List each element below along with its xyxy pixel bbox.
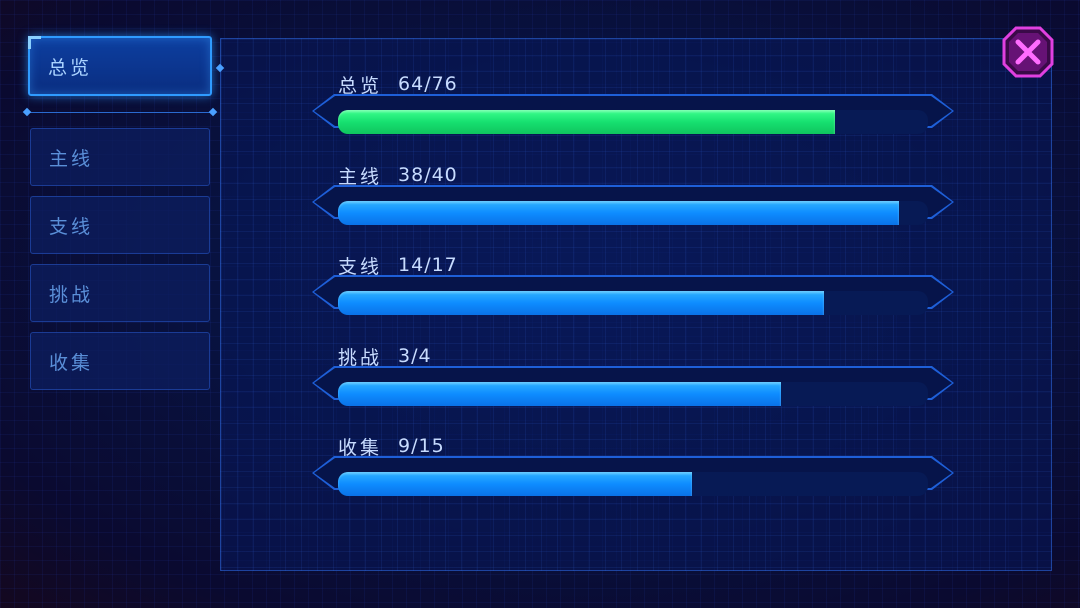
progress-label: 总览 64/76 xyxy=(338,72,458,97)
progress-label: 挑战 3/4 xyxy=(338,344,432,369)
progress-name: 总览 xyxy=(338,74,383,97)
tab-label: 主线 xyxy=(49,147,94,170)
progress-bar-track xyxy=(338,110,928,134)
progress-name: 主线 xyxy=(338,165,383,188)
tab-divider xyxy=(26,112,214,113)
progress-name: 支线 xyxy=(338,255,383,278)
tab-label: 挑战 xyxy=(49,283,94,306)
progress-bar-fill xyxy=(338,382,781,406)
progress-bar-fill xyxy=(338,291,825,315)
progress-bar-fill xyxy=(338,110,835,134)
tab-label: 总览 xyxy=(48,56,93,79)
close-icon xyxy=(1002,26,1054,78)
progress-count: 3/4 xyxy=(398,345,432,367)
progress-bar-track xyxy=(338,472,928,496)
progress-count: 38/40 xyxy=(398,164,458,186)
progress-bar-fill xyxy=(338,472,692,496)
tab-main-quest[interactable]: 主线 xyxy=(30,128,210,186)
panel-notch xyxy=(215,63,225,73)
progress-name: 挑战 xyxy=(338,346,383,369)
progress-label: 支线 14/17 xyxy=(338,253,458,278)
progress-label: 主线 38/40 xyxy=(338,163,458,188)
progress-count: 9/15 xyxy=(398,435,445,457)
progress-label: 收集 9/15 xyxy=(338,434,445,459)
tab-label: 支线 xyxy=(49,215,94,238)
progress-bar-track xyxy=(338,291,928,315)
tab-overview[interactable]: 总览 xyxy=(28,36,212,96)
progress-count: 14/17 xyxy=(398,254,458,276)
progress-count: 64/76 xyxy=(398,73,458,95)
progress-name: 收集 xyxy=(338,436,383,459)
tab-challenge[interactable]: 挑战 xyxy=(30,264,210,322)
progress-bar-fill xyxy=(338,201,899,225)
progress-bar-track xyxy=(338,201,928,225)
progress-bar-track xyxy=(338,382,928,406)
tab-collection[interactable]: 收集 xyxy=(30,332,210,390)
close-button[interactable] xyxy=(1002,26,1054,78)
tab-label: 收集 xyxy=(49,351,94,374)
tab-side-quest[interactable]: 支线 xyxy=(30,196,210,254)
